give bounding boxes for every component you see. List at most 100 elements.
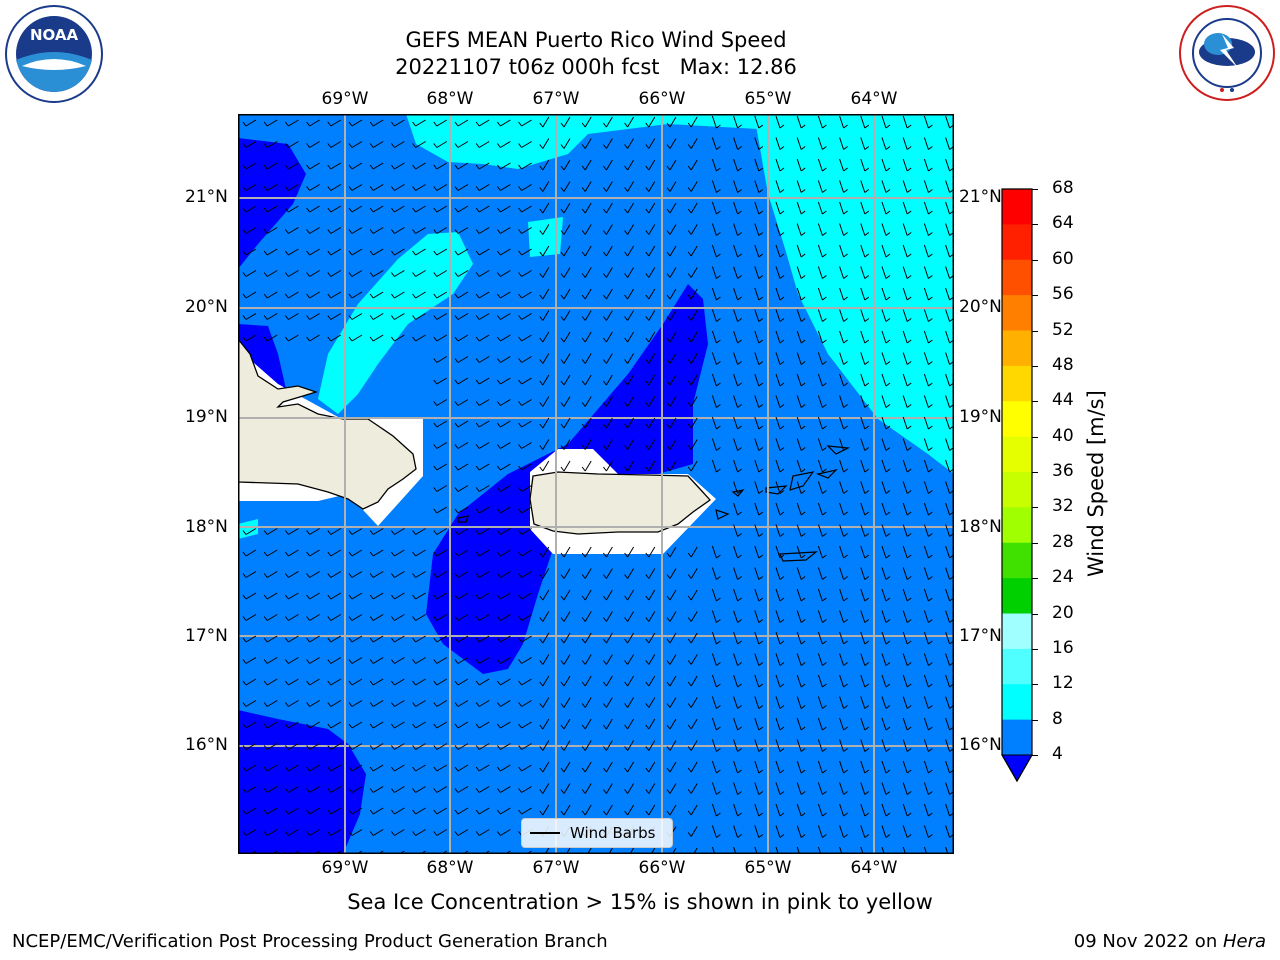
colorbar-tick-label: 8 [1052,708,1063,729]
wind-barb [560,245,571,257]
wind-barb [923,438,933,451]
wind-barb [518,463,532,471]
wind-barb [454,442,469,449]
colorbar-segment [1002,259,1032,296]
wind-barb [391,270,405,277]
wind-barb [412,657,426,664]
virgin-islands [815,468,838,479]
wind-barb [733,158,742,172]
wind-barb [775,352,785,365]
wind-barb [603,761,613,773]
wind-barb [733,115,742,129]
wind-barb [433,614,448,621]
wind-barb [285,678,299,686]
wind-barb [923,352,933,365]
wind-barb [817,309,827,322]
wind-barb [327,549,342,557]
wind-barb [666,138,677,149]
colorbar-tick-mark [1032,648,1038,650]
wind-barb [263,270,278,277]
wind-barb [306,549,320,557]
wind-barb [539,783,550,794]
wind-barb [775,524,785,537]
wind-barb [923,545,933,559]
wind-barb [624,267,635,278]
wind-barb [391,205,405,213]
anegada-island [826,445,851,455]
wind-barb [817,760,827,774]
wind-barb [497,248,511,256]
wind-barb [581,460,592,472]
noaa-logo: NOAA [4,4,104,104]
wind-barb [497,463,511,471]
wind-barb [754,674,764,688]
wind-barb [433,119,448,127]
wind-barb [433,506,448,514]
wind-barb [687,310,698,321]
wind-barb [603,288,613,300]
wind-barb [497,184,511,191]
wind-barb [518,162,532,170]
wind-barb [881,330,891,344]
colorbar-tick-label: 4 [1052,744,1063,764]
wind-barb [433,786,448,793]
wind-barb [687,632,698,644]
colorbar-segment [1002,436,1032,473]
wind-barb [497,829,511,836]
wind-barb [817,481,827,494]
wind-barb [581,740,592,751]
wind-barb [306,614,320,621]
wind-barb [839,352,848,365]
wind-barb [687,718,698,730]
wind-barb [881,459,891,473]
wind-barb [796,825,806,838]
vieques-island [715,509,730,520]
wind-barb [497,141,511,148]
wind-barb [242,678,257,686]
wind-barb [433,485,448,492]
wind-barb [923,653,933,666]
wind-barb [369,721,384,729]
wind-barb [839,674,848,688]
wind-barb [391,334,405,342]
wind-barb [624,116,635,128]
wind-barb [391,119,405,127]
wind-barb [306,786,320,793]
wind-barb [263,119,278,127]
wind-barb [497,119,511,127]
wind-barb [796,201,806,215]
wind-barb [263,786,278,793]
wind-barb [645,718,656,730]
wind-barb [733,180,742,193]
wind-barb [881,502,891,516]
wind-barb [839,502,848,516]
wind-barb [412,614,426,621]
wind-barb [775,481,785,494]
wind-barb [369,119,384,127]
wind-barb [733,416,742,430]
wind-barb [624,138,635,149]
wind-barb [518,614,532,621]
wind-barb [391,162,405,170]
wind-barb [454,291,469,299]
wind-barb [839,524,848,537]
wind-barb [242,141,257,148]
wind-barb [497,205,511,213]
wind-barb [624,202,635,214]
wind-barb [327,678,342,686]
wind-barb [754,502,764,516]
wind-barb [412,786,426,793]
wind-barb [754,782,764,795]
wind-barb [687,654,698,665]
wind-barb [860,201,870,215]
wind-barb [412,829,426,836]
wind-barb [391,141,405,148]
wind-barb [412,571,426,578]
wind-barb [839,223,848,236]
wind-barb [754,416,764,430]
wind-barb [902,330,912,344]
higher-wind-region [238,519,258,539]
wind-barb [581,417,592,429]
wind-barb [754,760,764,774]
wind-barb [733,674,742,688]
